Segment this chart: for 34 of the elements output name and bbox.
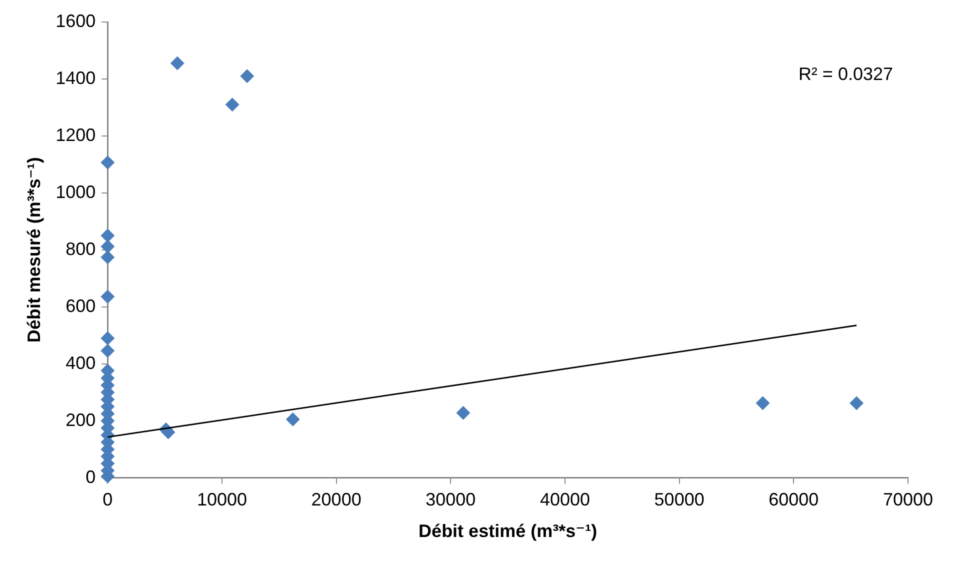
x-axis-title: Débit estimé (m³*s⁻¹) bbox=[418, 521, 598, 542]
point bbox=[100, 155, 115, 170]
point bbox=[170, 56, 184, 70]
y-tick-label: 1000 bbox=[56, 182, 96, 202]
x-tick-label: 40000 bbox=[540, 490, 590, 510]
point bbox=[100, 344, 115, 358]
point bbox=[286, 412, 300, 426]
x-tick-label: 30000 bbox=[426, 490, 476, 510]
point bbox=[100, 250, 115, 264]
point bbox=[225, 98, 240, 112]
point bbox=[850, 396, 864, 410]
y-tick-label: 200 bbox=[66, 410, 96, 430]
x-tick-label: 0 bbox=[102, 490, 113, 510]
point bbox=[240, 69, 254, 84]
x-tick-label: 70000 bbox=[882, 490, 934, 510]
x-tick-label: 60000 bbox=[768, 490, 819, 510]
y-tick-label: 1400 bbox=[56, 68, 96, 88]
point bbox=[100, 239, 115, 254]
annotation: R² = 0.0327 bbox=[798, 64, 893, 84]
y-tick-label: 0 bbox=[86, 466, 96, 487]
x-tick-label: 10000 bbox=[196, 490, 248, 510]
point bbox=[100, 228, 115, 243]
y-tick-label: 400 bbox=[66, 352, 96, 373]
y-tick-label: 600 bbox=[66, 296, 96, 316]
point bbox=[756, 396, 770, 410]
x-tick-label: 50000 bbox=[654, 490, 704, 510]
y-tick-label: 800 bbox=[66, 238, 96, 259]
point bbox=[100, 290, 115, 304]
y-tick-label: 1200 bbox=[56, 124, 96, 145]
y-tick-label: 1600 bbox=[56, 10, 96, 31]
y-axis-title: Débit mesuré (m³*s⁻¹) bbox=[24, 157, 44, 343]
x-tick-label: 20000 bbox=[311, 490, 362, 510]
point bbox=[456, 406, 470, 420]
point bbox=[100, 331, 115, 346]
